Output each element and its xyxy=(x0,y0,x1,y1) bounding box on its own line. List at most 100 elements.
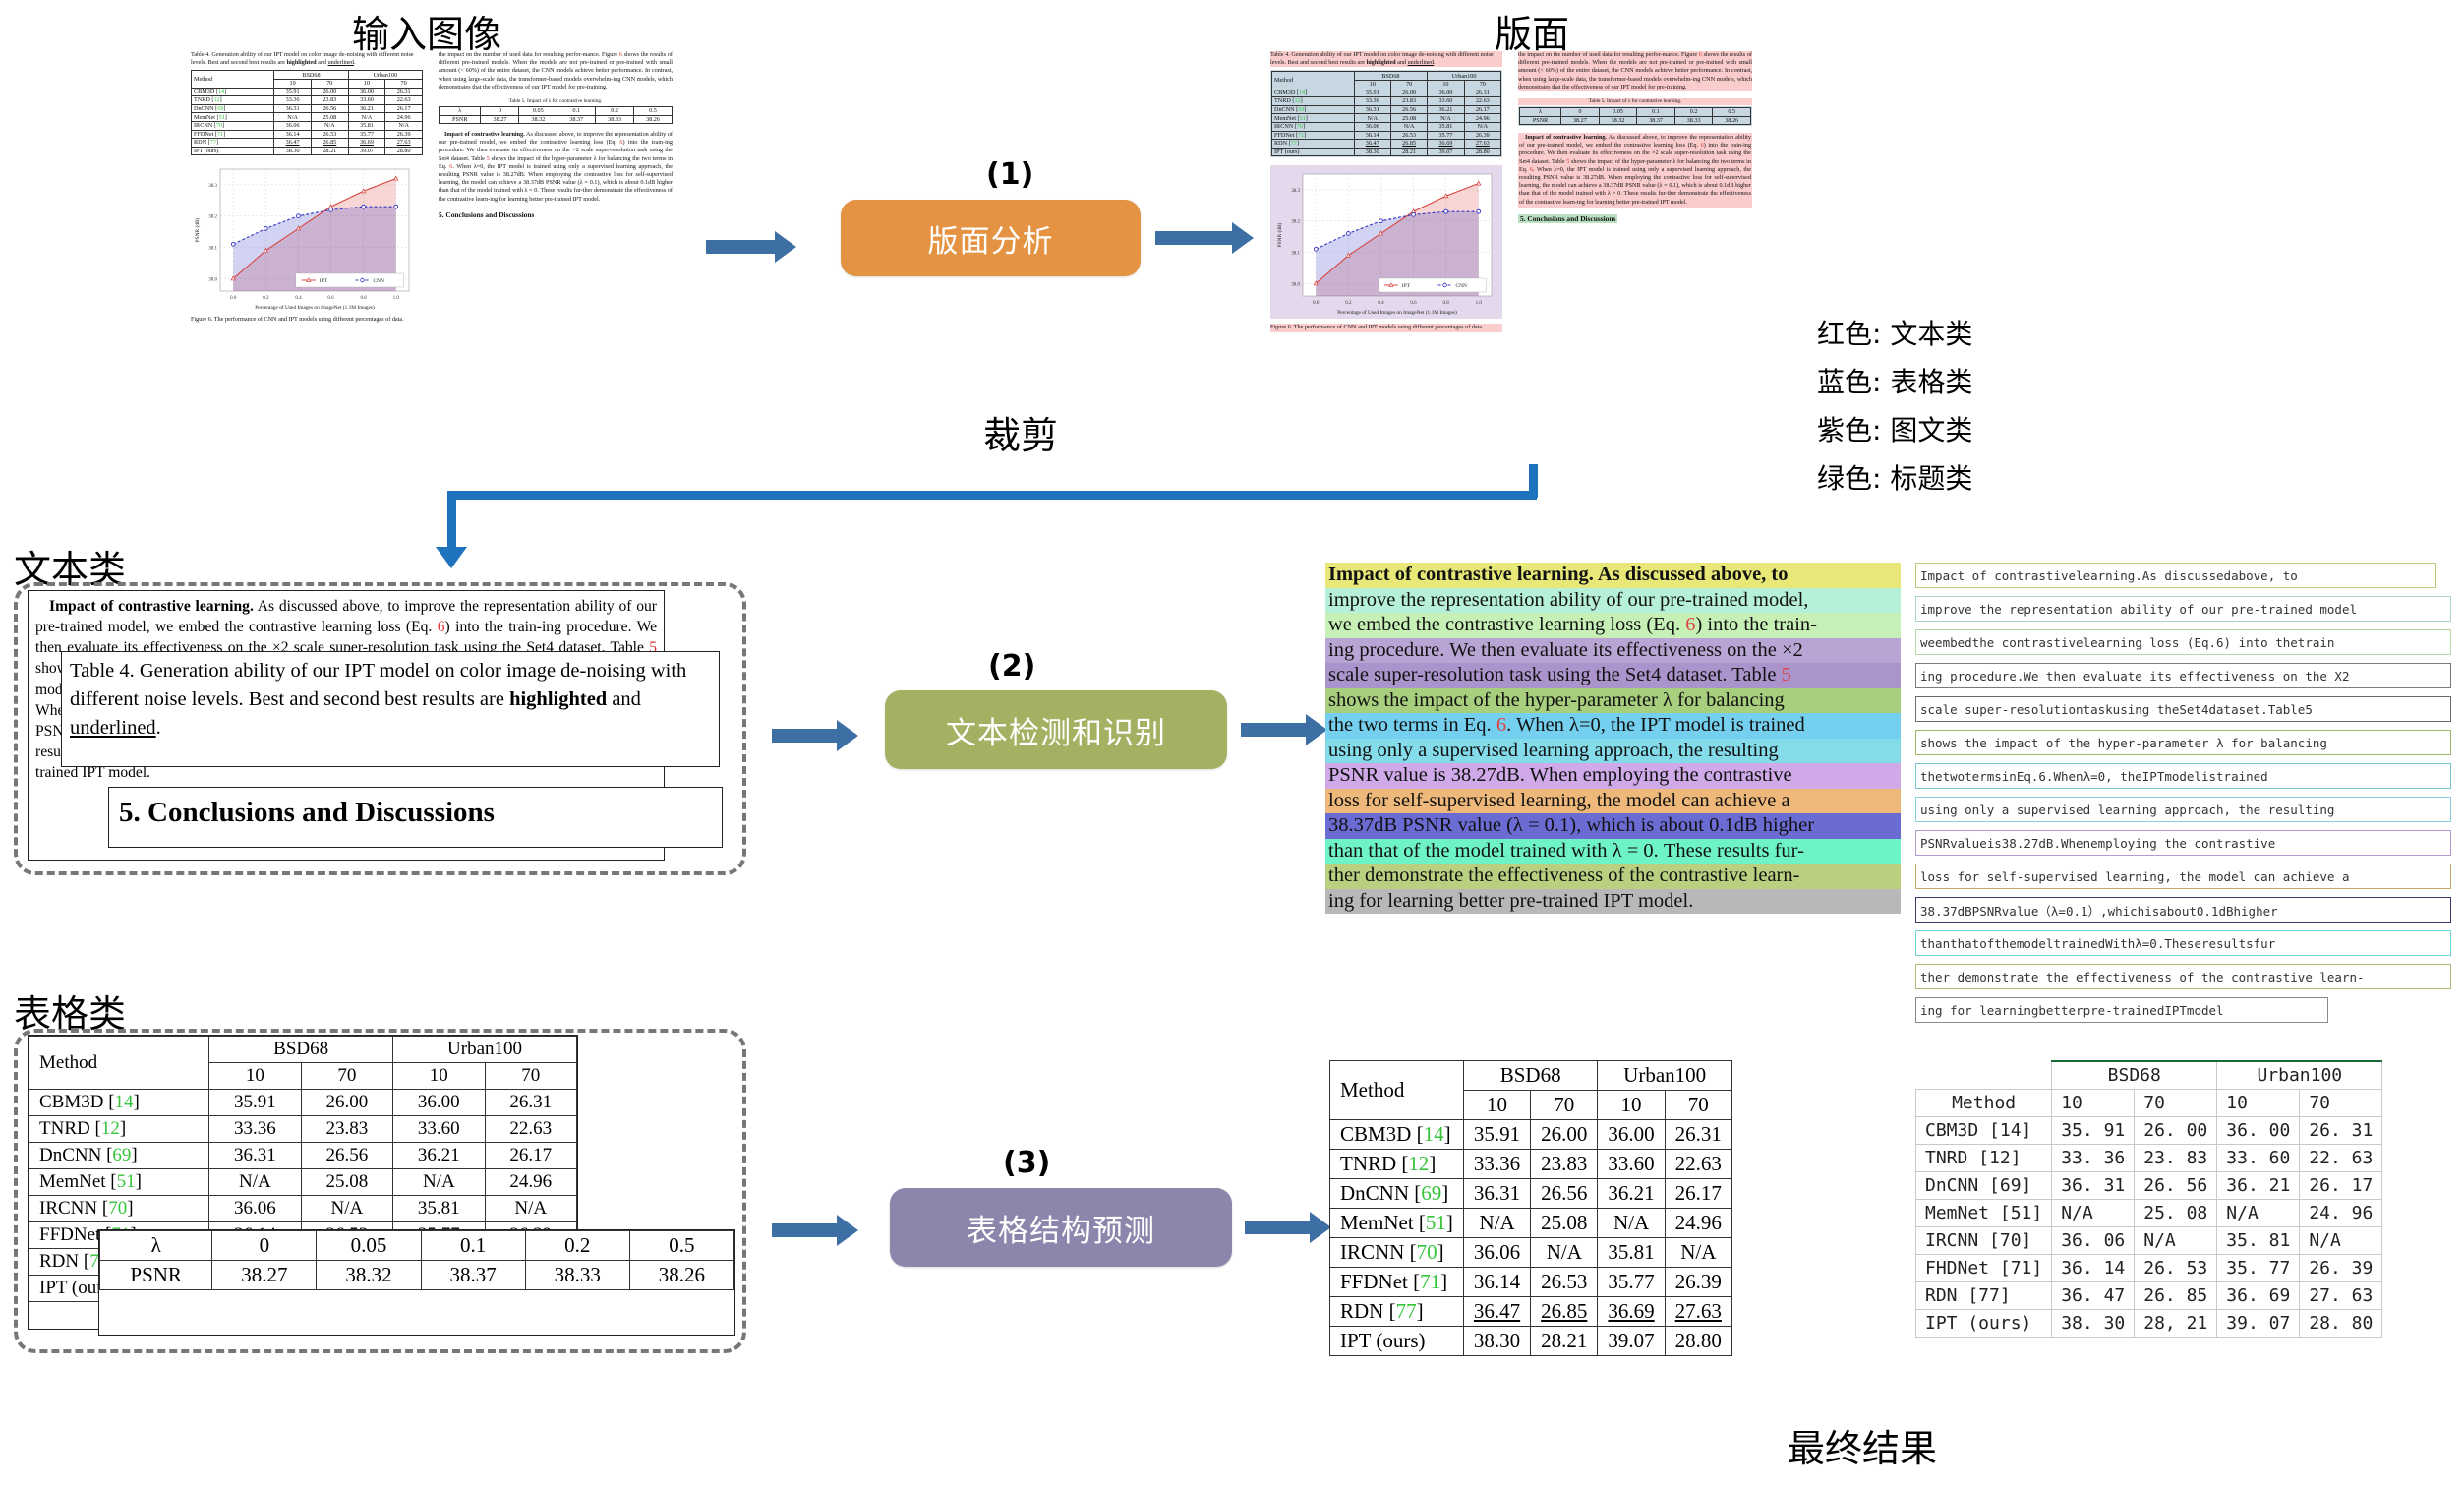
svg-text:38.3: 38.3 xyxy=(208,184,217,189)
svg-text:IPT: IPT xyxy=(320,278,328,284)
table4-block: Method BSD68 Urban100 10 70 10 70 CBM3D [14] 35.… xyxy=(190,70,424,156)
step-1-label: 版面分析 xyxy=(927,223,1054,260)
ocr-result-box: ther demonstrate the effectiveness of th… xyxy=(1915,964,2451,989)
ocr-highlight-line: scale super-resolution task using the Se… xyxy=(1325,663,1901,688)
legend-item-title: 绿色: 标题类 xyxy=(1817,462,1973,495)
ocr-highlight-line: using only a supervised learning approac… xyxy=(1325,738,1901,763)
ocr-highlight-line: 38.37dB PSNR value (λ = 0.1), which is a… xyxy=(1325,813,1901,839)
ocr-result-box: Impact of contrastivelearning.As discuss… xyxy=(1915,563,2436,588)
ocr-result-box: weembedthe contrastivelearning loss (Eq.… xyxy=(1915,629,2451,655)
step-3-label: 表格结构预测 xyxy=(967,1213,1155,1249)
ocr-highlight-line: we embed the contrastive learning loss (… xyxy=(1325,613,1901,638)
svg-text:1.0: 1.0 xyxy=(393,296,400,301)
ocr-highlight-line: Impact of contrastive learning. As discu… xyxy=(1325,563,1901,588)
text-crop-title: 5. Conclusions and Discussions xyxy=(108,787,723,848)
svg-text:1.0: 1.0 xyxy=(1476,301,1483,306)
table-structure-result: Method BSD68 Urban100 10 70 10 70 CBM3D [14] 35.… xyxy=(1329,1060,1732,1356)
legend-item-table: 蓝色: 表格类 xyxy=(1817,366,1973,398)
svg-text:0.6: 0.6 xyxy=(1410,301,1417,306)
svg-text:0.8: 0.8 xyxy=(361,296,368,301)
svg-text:38.0: 38.0 xyxy=(208,278,217,283)
ocr-result-box: improve the representation ability of ou… xyxy=(1915,596,2451,622)
ocr-highlight-line: ther demonstrate the effectiveness of th… xyxy=(1325,864,1901,889)
ocr-highlight-line: the two terms in Eq. 6. When λ=0, the IP… xyxy=(1325,713,1901,739)
step-3-number: (3) xyxy=(1003,1146,1051,1180)
legend-item-figure: 紫色: 图文类 xyxy=(1817,414,1973,447)
ocr-highlight-line: ing procedure. We then evaluate its effe… xyxy=(1325,637,1901,663)
crop-connector-horizontal xyxy=(447,491,1537,500)
step-1-layout-analysis-button[interactable]: 版面分析 xyxy=(841,200,1141,276)
svg-text:38.2: 38.2 xyxy=(1291,220,1300,225)
svg-text:Percentage of Used Images on I: Percentage of Used Images on ImageNet (1… xyxy=(1337,309,1457,316)
crop-connector-vertical-right xyxy=(1529,464,1538,498)
svg-text:38.1: 38.1 xyxy=(208,247,217,252)
svg-text:PSNR (dB): PSNR (dB) xyxy=(1276,223,1283,248)
ocr-result-box: thetwotermsinEq.6.Whenλ=0, theIPTmodelis… xyxy=(1915,763,2451,789)
heading-table-class: 表格类 xyxy=(14,992,127,1036)
text-class-crop-container xyxy=(14,582,746,875)
ocr-result-box: 38.37dBPSNRvalue（λ=0.1）,whichisabout0.1d… xyxy=(1915,897,2451,923)
ocr-highlight-line: than that of the model trained with λ = … xyxy=(1325,838,1901,864)
crop-connector-vertical-left xyxy=(447,491,456,550)
svg-text:0.8: 0.8 xyxy=(1443,301,1450,306)
svg-text:38.3: 38.3 xyxy=(1291,189,1300,194)
svg-text:0.2: 0.2 xyxy=(1345,301,1352,306)
final-result-table: BSD68 Urban100 Method 10 70 10 70 CBM3D [14] 35.… xyxy=(1914,1060,2383,1338)
layout-region-table4-caption: Table 4. Generation ability of our IPT m… xyxy=(1270,51,1502,68)
ocr-highlight-line: PSNR value is 38.27dB. When employing th… xyxy=(1325,763,1901,789)
svg-text:0.0: 0.0 xyxy=(1313,301,1320,306)
svg-text:CNN: CNN xyxy=(1456,283,1467,289)
svg-text:38.1: 38.1 xyxy=(1291,252,1300,257)
svg-text:0.2: 0.2 xyxy=(263,296,269,301)
ocr-result-box: thanthatofthemodeltrainedWithλ=0.Thesere… xyxy=(1915,930,2451,956)
layout-region-table5-caption: Table 5. Impact of λ for contrastive lea… xyxy=(1518,97,1752,105)
step-2-label: 文本检测和识别 xyxy=(946,715,1166,751)
svg-text:PSNR (dB): PSNR (dB) xyxy=(194,218,201,243)
legend: 红色: 文本类 蓝色: 表格类 紫色: 图文类 绿色: 标题类 xyxy=(1817,313,1972,497)
input-document-thumbnail: Table 4. Generation ability of our IPT m… xyxy=(187,51,676,464)
arrow-textcrop-to-step2 xyxy=(772,720,860,751)
ocr-recognized-text-list: Impact of contrastivelearning.As discuss… xyxy=(1915,563,2458,1035)
table4-caption: Table 4. Generation ability of our IPT m… xyxy=(191,51,414,67)
table-crop-table4: Method BSD68 Urban100 10 70 10 70 CBM3D [14] 35.… xyxy=(28,1035,578,1330)
heading-input-image: 输入图像 xyxy=(352,13,502,56)
label-crop: 裁剪 xyxy=(983,414,1059,457)
arrow-tablecrop-to-step3 xyxy=(772,1215,860,1246)
arrow-step2-to-ocr xyxy=(1241,714,1331,745)
contrastive-paragraph: Impact of contrastive learning. As discu… xyxy=(439,131,674,203)
crop-connector-arrowhead xyxy=(436,547,467,568)
ocr-result-box: PSNRvalueis38.27dB.Whenemploying the con… xyxy=(1915,830,2451,856)
figure6-caption: Figure 6. The performance of CNN and IPT… xyxy=(191,316,404,324)
ocr-highlight-line: shows the impact of the hyper-parameter … xyxy=(1325,687,1901,713)
section-title: 5. Conclusions and Discussions xyxy=(439,209,535,219)
ocr-result-box: loss for self-supervised learning, the m… xyxy=(1915,864,2451,889)
table-class-crop-container xyxy=(14,1029,746,1353)
legend-item-text: 红色: 文本类 xyxy=(1817,318,1973,350)
step-2-text-detection-button[interactable]: 文本检测和识别 xyxy=(885,690,1227,769)
right-column-para1: the impact on the number of used data fo… xyxy=(439,51,673,90)
step-2-number: (2) xyxy=(988,649,1036,684)
arrow-step1-to-layout xyxy=(1155,222,1259,254)
svg-text:IPT: IPT xyxy=(1402,283,1411,289)
heading-layout: 版面 xyxy=(1495,13,1570,56)
ocr-result-box: scale super-resolutiontaskusing theSet4d… xyxy=(1915,696,2451,722)
text-crop-title-content: 5. Conclusions and Discussions xyxy=(119,797,495,828)
arrow-input-to-step1 xyxy=(706,231,799,263)
text-crop-caption-content: Table 4. Generation ability of our IPT m… xyxy=(70,660,687,740)
ocr-highlight-line: loss for self-supervised learning, the m… xyxy=(1325,788,1901,813)
svg-text:38.2: 38.2 xyxy=(208,215,217,220)
layout-region-figure: 38.0 38.1 38.2 38.3 0.0 0.2 0.4 0.6 0.8 1.0 IPT CNN… xyxy=(1270,165,1502,320)
layout-region-section-title: 5. Conclusions and Discussions xyxy=(1518,213,1618,223)
heading-final-result: 最终结果 xyxy=(1788,1427,1938,1470)
layout-region-contrastive: Impact of contrastive learning. As discu… xyxy=(1518,133,1752,208)
step-3-table-structure-button[interactable]: 表格结构预测 xyxy=(890,1188,1232,1267)
ocr-result-box: using only a supervised learning approac… xyxy=(1915,797,2451,822)
svg-text:38.0: 38.0 xyxy=(1291,283,1300,288)
ocr-highlight-line: improve the representation ability of ou… xyxy=(1325,587,1901,613)
table5-caption: Table 5. Impact of λ for contrastive lea… xyxy=(508,97,603,104)
layout-region-table4: Method BSD68 Urban100 10 70 10 70 CBM3D [14] 35.… xyxy=(1270,70,1502,158)
svg-text:0.4: 0.4 xyxy=(1378,301,1384,306)
svg-text:0.4: 0.4 xyxy=(295,296,302,301)
ocr-highlighted-text-block: Impact of contrastive learning. As discu… xyxy=(1325,563,1901,914)
text-crop-caption: Table 4. Generation ability of our IPT m… xyxy=(61,651,720,767)
